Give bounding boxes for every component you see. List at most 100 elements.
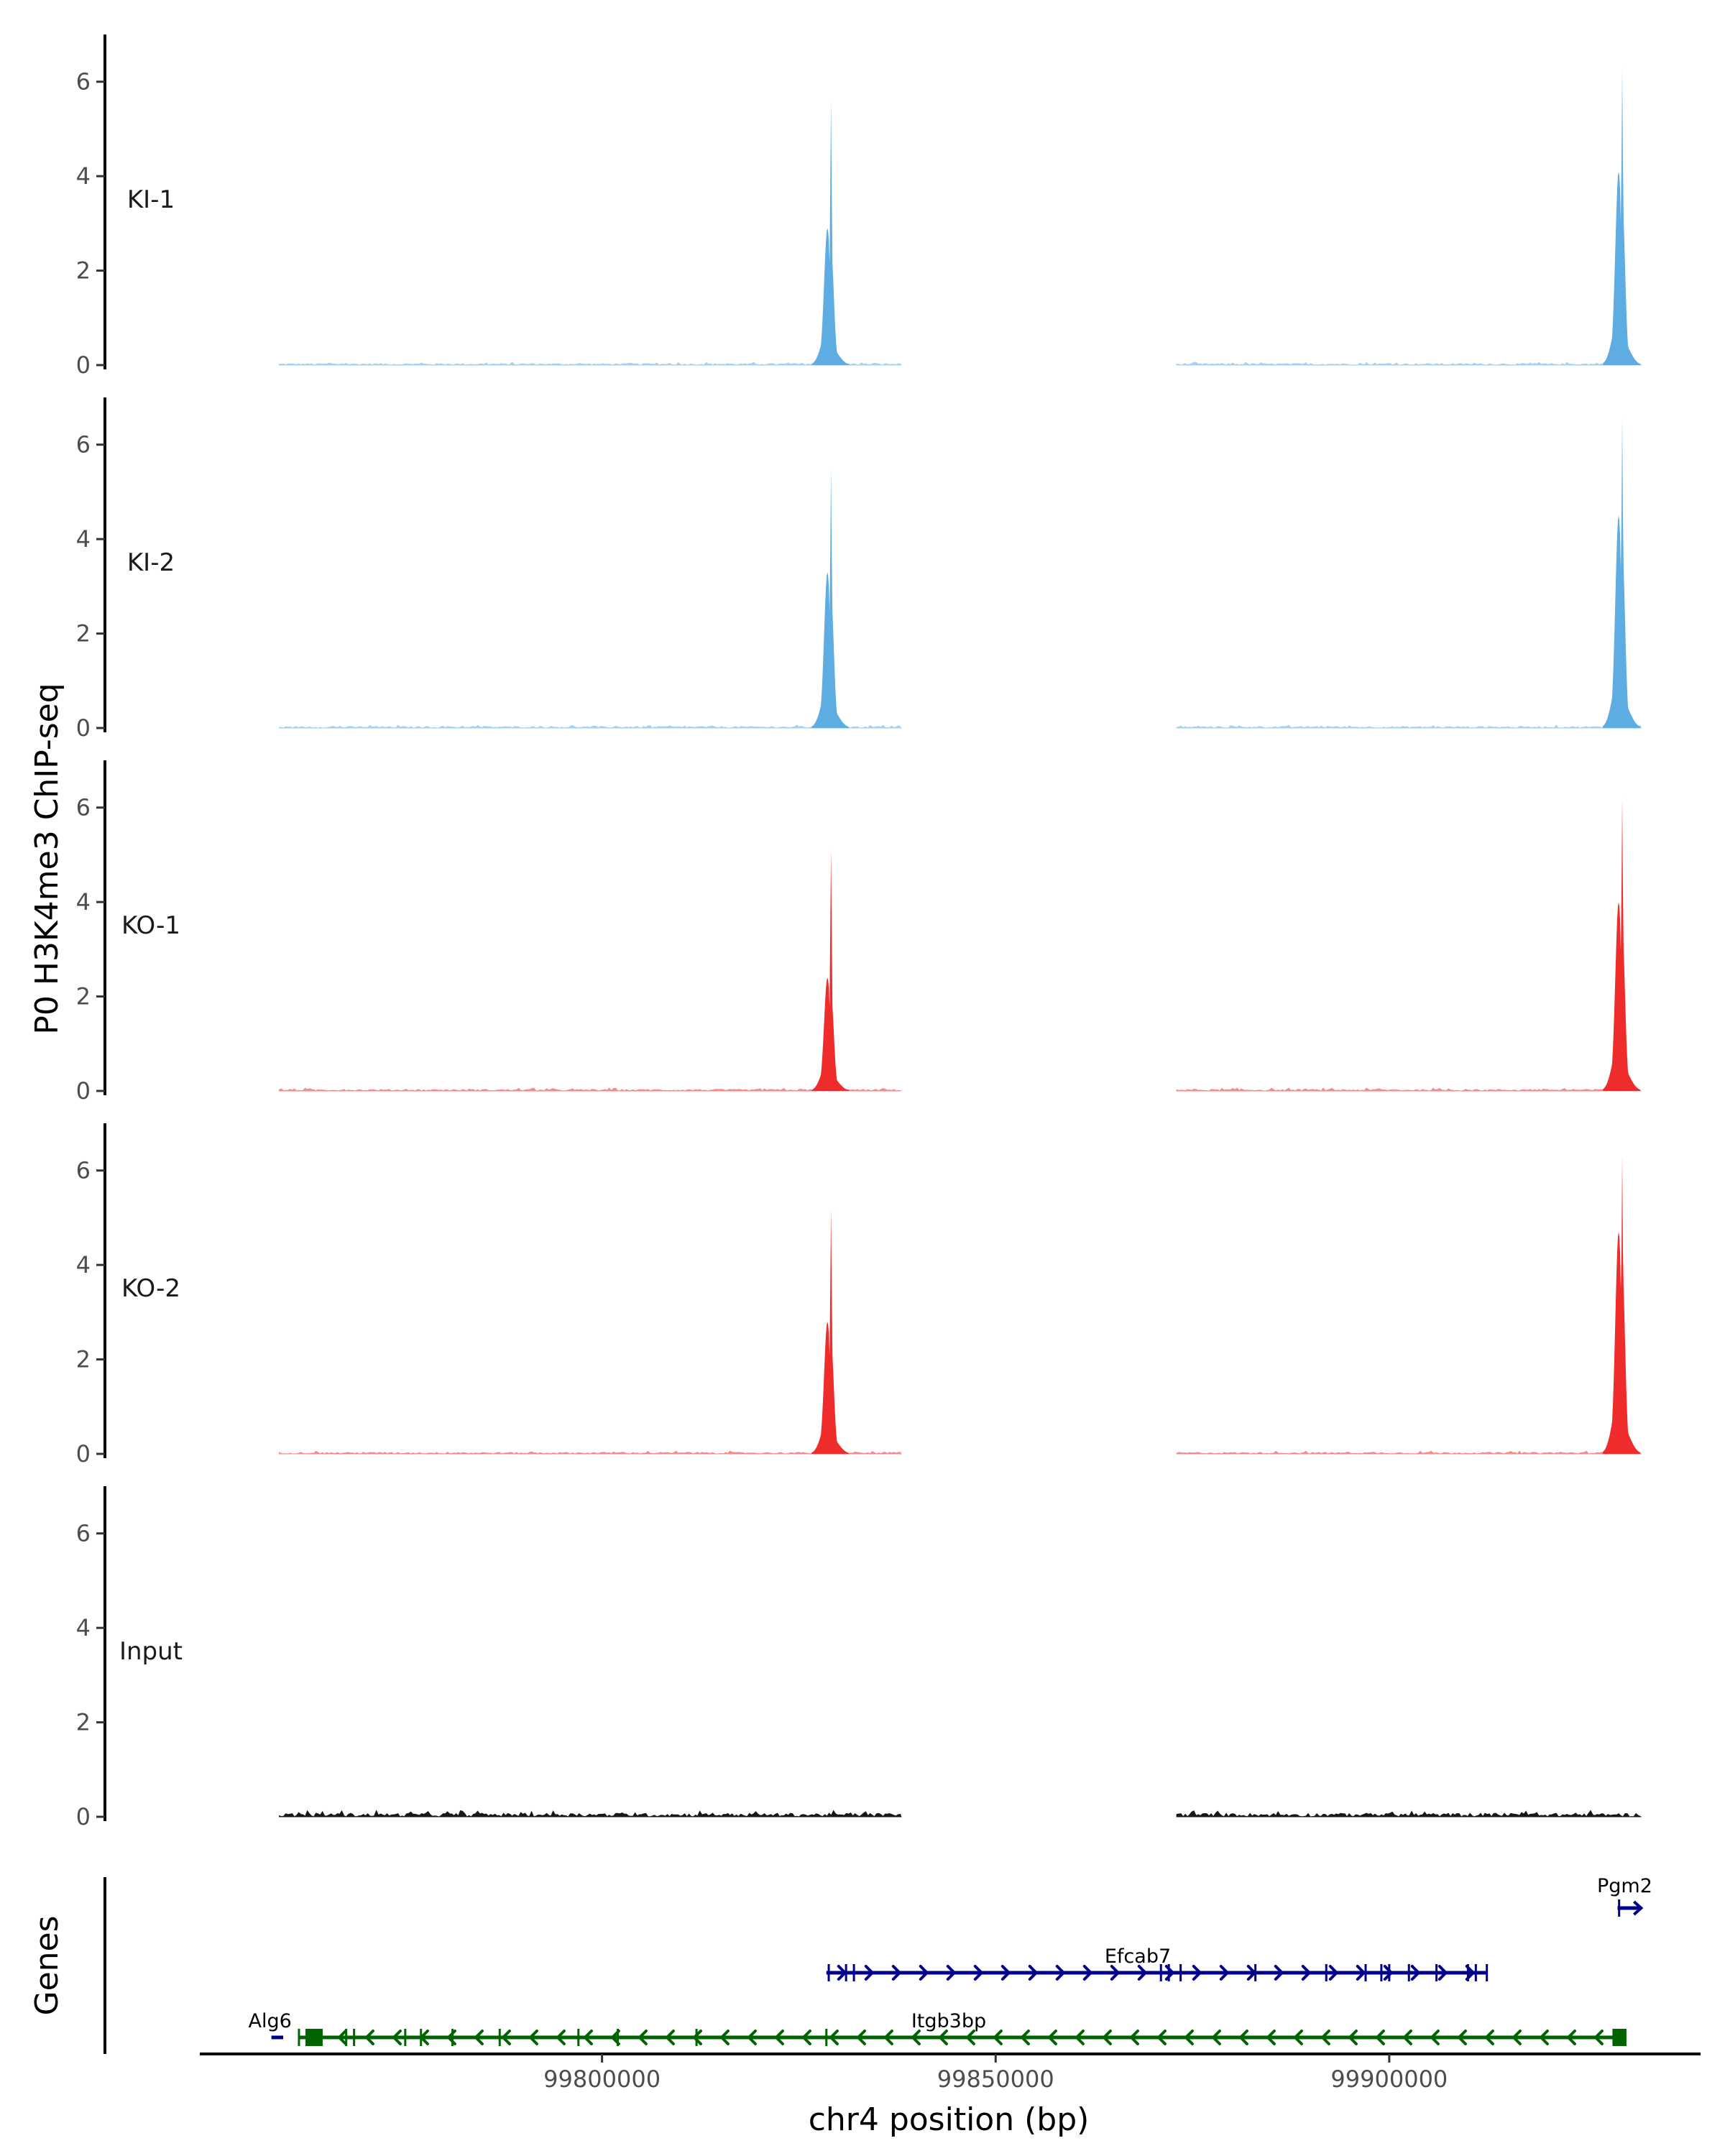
x-axis-title: chr4 position (bp) [809, 2101, 1090, 2138]
baseline-coverage [279, 1810, 902, 1818]
gene-pgm2: Pgm2 [1597, 1875, 1652, 1917]
x-axis: 99800000 99850000 99900000 [200, 2053, 1701, 2093]
gene-efcab7: Efcab7 [826, 1945, 1489, 1981]
y-axis-title: P0 H3K4me3 ChIP-seq [29, 683, 65, 1034]
strand-chevron [1328, 1965, 1338, 1981]
strand-chevron [665, 2030, 675, 2045]
gene-label: Alg6 [248, 2010, 291, 2032]
utr-block [1612, 2029, 1626, 2046]
strand-chevron [973, 1965, 983, 1981]
strand-chevron [1075, 2030, 1085, 2045]
peak-2 [1603, 416, 1640, 728]
y-tick-label: 6 [76, 1520, 91, 1547]
y-tick-label: 4 [76, 888, 91, 916]
strand-chevron [1211, 2030, 1221, 2045]
x-tick-label: 99900000 [1330, 2065, 1448, 2093]
y-tick-label: 2 [76, 983, 91, 1010]
track-panel-ko-2: 0 2 4 6 KO-2 [76, 1123, 1642, 1468]
strand-chevron [1375, 2030, 1385, 2045]
y-tick-label: 6 [76, 431, 91, 459]
strand-chevron [1410, 1965, 1420, 1981]
strand-chevron [1356, 1965, 1366, 1981]
y-tick-label: 4 [76, 162, 91, 190]
strand-chevron [1000, 1965, 1011, 1981]
strand-chevron [1512, 2030, 1522, 2045]
y-tick-label: 4 [76, 1251, 91, 1279]
strand-chevron [1301, 1965, 1311, 1981]
baseline-coverage [1176, 724, 1642, 729]
peak-1 [811, 849, 850, 1091]
strand-chevron [1184, 2030, 1194, 2045]
strand-chevron [1274, 1965, 1284, 1981]
strand-chevron [856, 2030, 866, 2045]
strand-chevron [1082, 1965, 1092, 1981]
strand-chevron [1320, 2030, 1330, 2045]
baseline-coverage [1176, 361, 1642, 366]
strand-chevron [583, 2030, 593, 2045]
strand-chevron [747, 2030, 757, 2045]
baseline-coverage [279, 1450, 902, 1455]
strand-chevron [938, 2030, 948, 2045]
y-tick-label: 6 [76, 794, 91, 821]
strand-chevron [1402, 2030, 1412, 2045]
y-tick-label: 0 [76, 351, 91, 379]
strand-chevron [1438, 1965, 1448, 1981]
baseline-coverage [1176, 1810, 1642, 1818]
strand-chevron [1137, 1965, 1147, 1981]
strand-chevron [919, 1965, 929, 1981]
y-tick-label: 0 [76, 714, 91, 742]
y-tick-label: 4 [76, 525, 91, 553]
gene-label: Pgm2 [1597, 1875, 1652, 1897]
strand-chevron [1430, 2030, 1440, 2045]
y-tick-label: 2 [76, 620, 91, 648]
strand-chevron [364, 2030, 374, 2045]
strand-chevron [392, 2030, 402, 2045]
strand-chevron [864, 1965, 874, 1981]
strand-chevron [1348, 2030, 1358, 2045]
strand-chevron [1102, 2030, 1112, 2045]
baseline-coverage [279, 724, 902, 729]
strand-chevron [911, 2030, 921, 2045]
genes-track-title: Genes [29, 1915, 65, 2015]
track-label-ko-1: KO-1 [121, 911, 180, 940]
strand-chevron [1293, 2030, 1303, 2045]
strand-chevron [1047, 2030, 1057, 2045]
track-label-input: Input [119, 1637, 183, 1666]
strand-chevron [1156, 2030, 1167, 2045]
y-tick-label: 6 [76, 68, 91, 96]
gene-annotation-track: Alg6 Itgb3bp Efcab7 Pgm2 [104, 1875, 1652, 2054]
baseline-coverage [1176, 1087, 1642, 1092]
strand-chevron [1539, 2030, 1549, 2045]
strand-chevron [1632, 1900, 1644, 1916]
strand-chevron [1110, 1965, 1120, 1981]
strand-chevron [1028, 1965, 1038, 1981]
strand-chevron [1219, 1965, 1229, 1981]
baseline-coverage [1176, 1450, 1642, 1455]
strand-chevron [556, 2030, 566, 2045]
x-tick-label: 99850000 [937, 2065, 1054, 2093]
baseline-coverage [279, 1087, 901, 1092]
strand-chevron [638, 2030, 648, 2045]
x-tick-label: 99800000 [543, 2065, 661, 2093]
track-label-ki-2: KI-2 [127, 548, 175, 577]
strand-chevron [1266, 2030, 1276, 2045]
y-tick-label: 6 [76, 1157, 91, 1184]
strand-chevron [1484, 2030, 1494, 2045]
peak-2 [1603, 1156, 1640, 1454]
track-panel-ki-1: 0 2 4 6 KI-1 [76, 34, 1642, 379]
strand-chevron [1383, 1965, 1393, 1981]
strand-chevron [829, 2030, 839, 2045]
peak-2 [1603, 68, 1640, 365]
y-tick-label: 0 [76, 1440, 91, 1468]
strand-chevron [774, 2030, 784, 2045]
y-tick-label: 0 [76, 1077, 91, 1105]
strand-chevron [1566, 2030, 1576, 2045]
strand-chevron [993, 2030, 1003, 2045]
y-tick-label: 2 [76, 1709, 91, 1736]
strand-chevron [1457, 2030, 1467, 2045]
gene-label: Efcab7 [1105, 1945, 1171, 1968]
track-panel-input: 0 2 4 6 Input [76, 1486, 1642, 1830]
strand-chevron [891, 1965, 901, 1981]
strand-chevron [719, 2030, 730, 2045]
